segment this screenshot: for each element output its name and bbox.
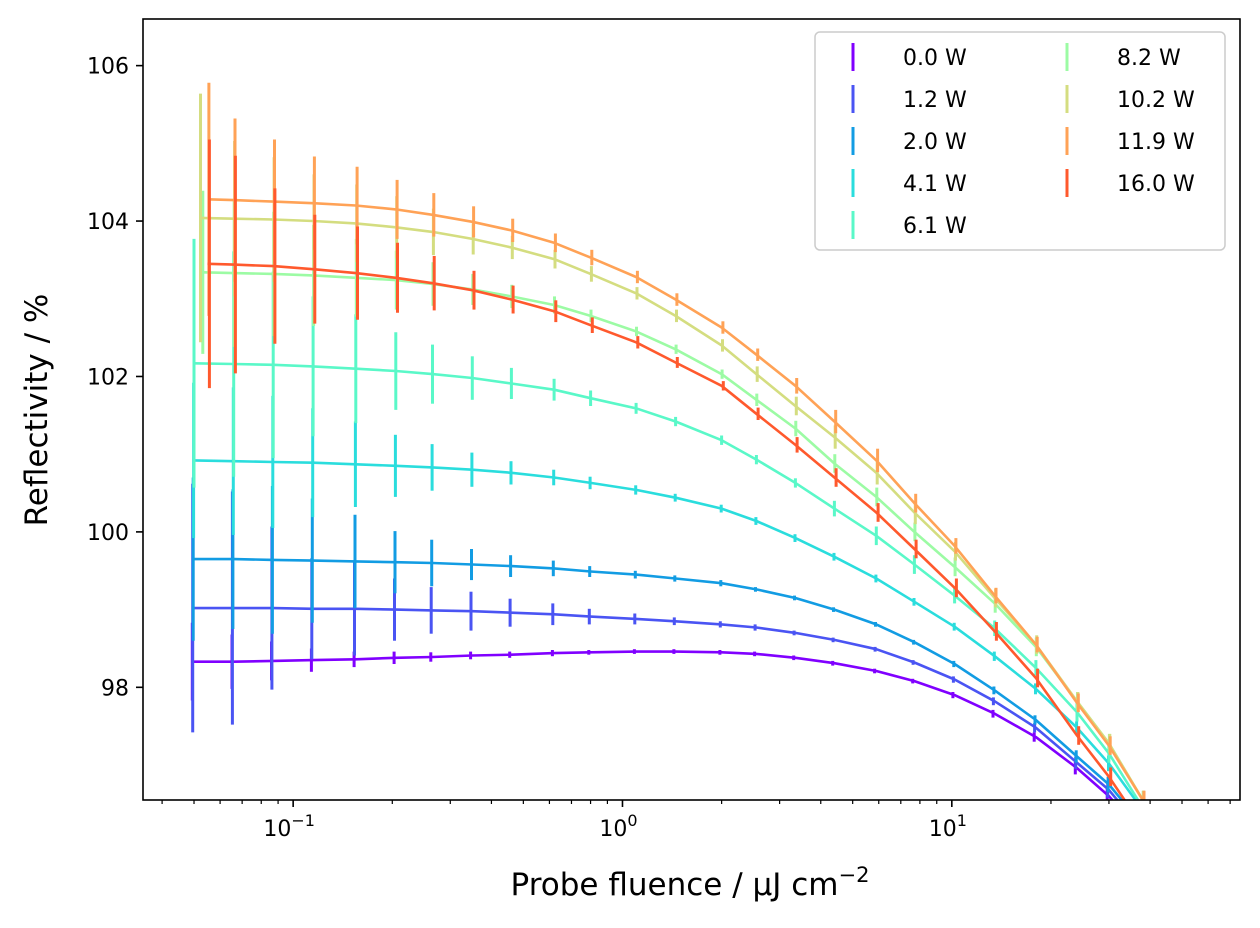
plot-frame — [142, 18, 1241, 801]
legend-item: 0.0 W — [851, 43, 967, 71]
series-6-1-W — [192, 238, 1145, 800]
x-axis-label-exponent: −2 — [838, 863, 869, 887]
y-tick-label: 106 — [87, 55, 129, 80]
x-tick-label: 101 — [929, 811, 967, 842]
fit-line — [194, 650, 1115, 800]
x-axis-label-text: Probe fluence / μJ cm — [511, 867, 839, 903]
series-layer — [190, 82, 1146, 800]
legend-label: 8.2 W — [1117, 46, 1181, 71]
legend-item: 4.1 W — [851, 169, 967, 197]
fit-line — [207, 262, 1127, 800]
x-axis: 10−1 100 101 — [161, 800, 1231, 842]
y-axis-label: Reflectivity / % — [19, 294, 55, 527]
legend-item: 11.9 W — [1065, 127, 1195, 155]
x-axis-label: Probe fluence / μJ cm−2 — [511, 863, 870, 903]
legend: 0.0 W 1.2 W 2.0 W 4.1 W 6.1 W 8.2 W 10.2 W 11.9… — [814, 31, 1226, 251]
legend-label: 16.0 W — [1117, 172, 1195, 197]
legend-item: 10.2 W — [1065, 85, 1195, 113]
legend-label: 10.2 W — [1117, 88, 1195, 113]
legend-item: 1.2 W — [851, 85, 967, 113]
legend-label: 0.0 W — [903, 46, 967, 71]
y-tick-label: 100 — [87, 521, 129, 546]
legend-item: 8.2 W — [1065, 43, 1181, 71]
y-axis: 98 100 102 104 106 — [87, 55, 143, 701]
legend-item: 2.0 W — [851, 127, 967, 155]
legend-label: 11.9 W — [1117, 130, 1195, 155]
y-tick-label: 104 — [87, 210, 129, 235]
x-tick-label: 10−1 — [263, 811, 315, 842]
legend-label: 6.1 W — [903, 214, 967, 239]
legend-label: 1.2 W — [903, 88, 967, 113]
legend-item: 6.1 W — [851, 211, 967, 239]
series-16-0-W — [207, 139, 1127, 800]
legend-frame — [814, 31, 1226, 251]
legend-item: 16.0 W — [1065, 169, 1195, 197]
y-tick-label: 102 — [87, 365, 129, 390]
y-tick-label: 98 — [101, 676, 129, 701]
legend-label: 4.1 W — [903, 172, 967, 197]
legend-label: 2.0 W — [903, 130, 967, 155]
x-tick-label: 100 — [599, 811, 637, 842]
